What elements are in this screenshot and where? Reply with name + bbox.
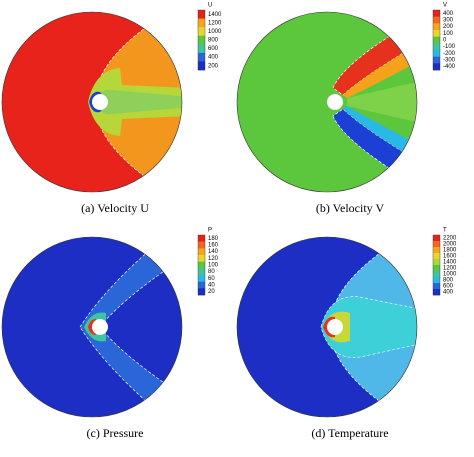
panel-annotations: (d) Temperature T 220020001800160014001200… bbox=[311, 228, 457, 440]
colorbar-swatch bbox=[198, 275, 205, 282]
colorbar-swatch bbox=[198, 235, 205, 242]
colorbar-swatch bbox=[198, 241, 205, 249]
colorbar-swatch bbox=[198, 27, 205, 37]
colorbar-label: 600 bbox=[208, 46, 219, 52]
colorbar-swatch bbox=[198, 255, 205, 262]
colorbar-label: 400 bbox=[208, 55, 219, 61]
colorbar-label: 200 bbox=[208, 63, 219, 69]
colorbar-label: -300 bbox=[443, 58, 456, 64]
colorbar-label: 1000 bbox=[208, 29, 222, 35]
colorbar-label: 2200 bbox=[443, 236, 457, 242]
colorbar-swatch bbox=[433, 277, 440, 284]
colorbar-swatch bbox=[433, 259, 440, 266]
colorbar-swatch bbox=[433, 289, 440, 296]
colorbar-swatch bbox=[433, 247, 440, 254]
colorbar-label: 80 bbox=[208, 269, 215, 275]
colorbar-label: 800 bbox=[443, 278, 454, 284]
colorbar-swatch bbox=[198, 281, 205, 289]
colorbar-label: 300 bbox=[443, 18, 454, 24]
colorbar-swatch bbox=[433, 36, 440, 44]
colorbar-swatch bbox=[433, 56, 440, 64]
contour-plot bbox=[2, 237, 182, 417]
colorbar-swatch bbox=[198, 261, 205, 269]
colorbar-label: 1600 bbox=[443, 254, 457, 260]
panel-a bbox=[1, 11, 183, 193]
colorbar-swatch bbox=[433, 271, 440, 278]
colorbar-label: 1200 bbox=[443, 266, 457, 272]
colorbar-swatch bbox=[198, 52, 205, 62]
colorbar-label: 140 bbox=[208, 249, 219, 255]
panel-d bbox=[236, 236, 418, 418]
colorbar-swatch bbox=[433, 63, 440, 71]
colorbar-frame bbox=[197, 9, 206, 71]
colorbar-label: 1000 bbox=[443, 272, 457, 278]
colorbar-swatch bbox=[433, 253, 440, 260]
caption: (c) Pressure bbox=[87, 426, 144, 440]
colorbar-swatch bbox=[433, 235, 440, 242]
contour-plot bbox=[237, 237, 417, 417]
colorbar-swatch bbox=[433, 43, 440, 51]
colorbar-swatch bbox=[198, 268, 205, 276]
colorbar-label: 160 bbox=[208, 243, 219, 249]
panel-b bbox=[236, 11, 418, 193]
colorbar-swatch bbox=[433, 16, 440, 24]
panel-annotations: (b) Velocity V V 4003002001000-100-200-300… bbox=[316, 3, 456, 215]
contour-plot bbox=[2, 12, 182, 192]
colorbar-swatch bbox=[198, 288, 205, 296]
colorbar-swatch bbox=[433, 23, 440, 31]
colorbar-label: 100 bbox=[208, 263, 219, 269]
colorbar-swatch bbox=[433, 241, 440, 248]
colorbar-label: 600 bbox=[443, 284, 454, 290]
colorbar-label: 100 bbox=[443, 31, 454, 37]
colorbar-frame bbox=[197, 234, 206, 296]
colorbar-swatch bbox=[433, 10, 440, 17]
colorbar-label: 20 bbox=[208, 289, 215, 295]
colorbar-label: 40 bbox=[208, 283, 215, 289]
colorbar-label: 60 bbox=[208, 276, 215, 282]
colorbar-label: 180 bbox=[208, 236, 219, 242]
caption: (d) Temperature bbox=[311, 426, 388, 440]
colorbar-title: V bbox=[443, 3, 447, 9]
caption: (a) Velocity U bbox=[81, 201, 149, 215]
colorbar-swatch bbox=[433, 265, 440, 272]
colorbar-label: 0 bbox=[443, 38, 447, 44]
colorbar-title: T bbox=[443, 228, 447, 234]
colorbar-label: -100 bbox=[443, 44, 456, 50]
colorbar-swatch bbox=[198, 61, 205, 71]
colorbar-frame bbox=[432, 234, 441, 296]
colorbar-label: 1200 bbox=[208, 20, 222, 26]
colorbar-label: -400 bbox=[443, 64, 456, 70]
colorbar-swatch bbox=[433, 50, 440, 57]
colorbar-swatch bbox=[198, 44, 205, 54]
contour-plot bbox=[237, 12, 417, 192]
colorbar-label: 400 bbox=[443, 290, 454, 296]
colorbar-swatch bbox=[198, 10, 205, 19]
colorbar-swatch bbox=[433, 283, 440, 290]
colorbar-label: -200 bbox=[443, 51, 456, 57]
colorbar-swatch bbox=[198, 35, 205, 45]
colorbar-label: 400 bbox=[443, 11, 454, 17]
colorbar-label: 120 bbox=[208, 256, 219, 262]
panel-annotations: (a) Velocity U U 1400 1200 1000 800 600 400 200 bbox=[81, 3, 222, 215]
colorbar-label: 1400 bbox=[208, 12, 222, 18]
colorbar-frame bbox=[432, 9, 441, 71]
panel-c bbox=[1, 236, 183, 418]
colorbar-title: U bbox=[208, 3, 212, 9]
colorbar-swatch bbox=[198, 18, 205, 28]
caption: (b) Velocity V bbox=[316, 201, 385, 215]
colorbar-label: 1800 bbox=[443, 248, 457, 254]
colorbar-label: 800 bbox=[208, 38, 219, 44]
colorbar-title: P bbox=[208, 228, 212, 234]
colorbar-swatch bbox=[198, 248, 205, 256]
colorbar-label: 2000 bbox=[443, 242, 457, 248]
colorbar-label: 1400 bbox=[443, 260, 457, 266]
colorbar-swatch bbox=[433, 30, 440, 37]
colorbar-label: 200 bbox=[443, 24, 454, 30]
